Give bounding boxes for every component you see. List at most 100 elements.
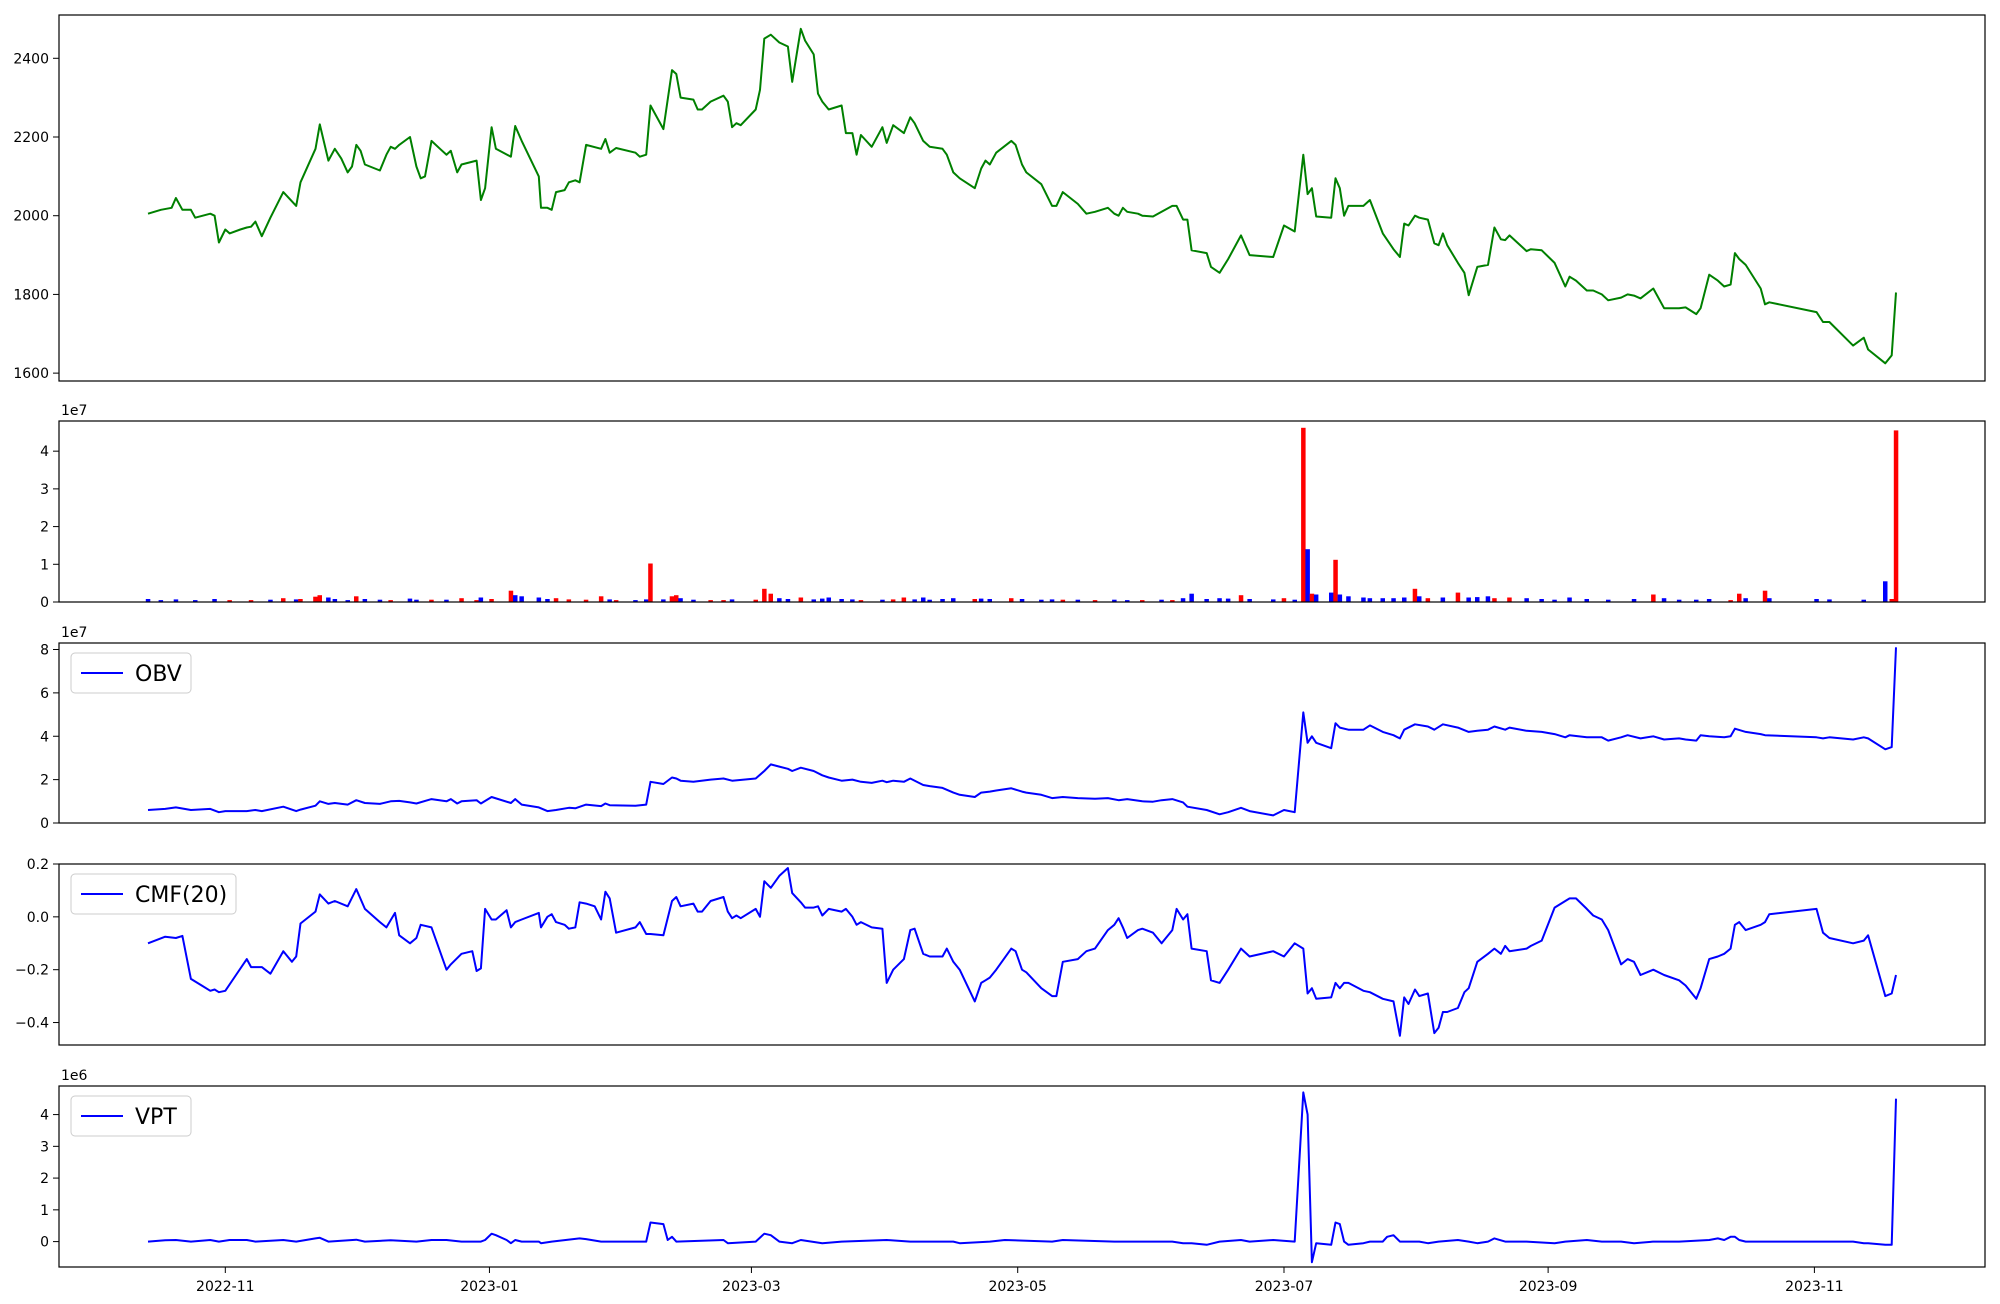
panel-frame — [58, 14, 1986, 382]
y-tick-label: 2200 — [13, 130, 49, 146]
volume-bar-76 — [1049, 599, 1055, 602]
x-tick-label: 2023-05 — [988, 1279, 1047, 1295]
volume-bar-39 — [633, 600, 638, 602]
volume-bar-81 — [1125, 600, 1130, 602]
y-tick-label: 2 — [40, 1171, 49, 1187]
volume-bar-73 — [1009, 598, 1014, 602]
series-line-obv — [147, 647, 1897, 817]
y-tick-label: 0 — [40, 816, 49, 832]
volume-bar-129 — [1706, 599, 1712, 602]
volume-bar-54 — [785, 599, 791, 602]
volume-bar-93 — [1281, 598, 1287, 602]
volume-bar-136 — [1827, 599, 1832, 602]
volume-bar-104 — [1367, 598, 1373, 602]
volume-bar-135 — [1814, 599, 1819, 602]
volume-bar-79 — [1092, 600, 1098, 602]
volume-bar-86 — [1189, 593, 1194, 602]
volume-bar-116 — [1492, 598, 1497, 602]
panel-4: 0 1 2 3 4 1e6 VPT 2022-11 2023-01 2023-03 2023-05 2… — [40, 1068, 1986, 1295]
volume-bar-109 — [1417, 596, 1422, 602]
y-tick-label: 4 — [40, 1108, 49, 1124]
volume-bar-19 — [388, 600, 393, 602]
y-tick-label: 1 — [40, 557, 49, 573]
y-tick-label: 2400 — [13, 51, 49, 67]
volume-bar-139 — [1889, 599, 1894, 602]
volume-bar-72 — [987, 599, 992, 602]
volume-bar-55 — [798, 597, 804, 602]
y-tick-label: 2 — [40, 520, 49, 536]
legend-box — [70, 652, 192, 694]
volume-bar-115 — [1485, 596, 1491, 602]
volume-bar-41 — [648, 563, 653, 602]
volume-bar-7 — [268, 599, 273, 602]
volume-bar-48 — [721, 600, 726, 602]
volume-bar-96 — [1305, 549, 1310, 602]
volume-bar-131 — [1737, 593, 1742, 602]
volume-bar-17 — [362, 599, 368, 602]
volume-bar-69 — [951, 598, 956, 602]
volume-bar-30 — [519, 596, 524, 602]
volume-bar-57 — [820, 598, 825, 602]
volume-bar-113 — [1466, 597, 1471, 602]
y-axis-multiplier: 1e7 — [61, 625, 87, 641]
volume-bar-22 — [429, 599, 434, 602]
volume-bar-97 — [1309, 593, 1315, 602]
volume-bar-128 — [1694, 599, 1699, 602]
volume-bar-102 — [1346, 596, 1351, 602]
x-tick-label: 2023-07 — [1255, 1279, 1314, 1295]
y-tick-label: 1 — [40, 1203, 49, 1219]
x-tick-label: 2023-09 — [1519, 1279, 1578, 1295]
volume-bar-138 — [1883, 581, 1888, 602]
volume-bar-130 — [1728, 600, 1733, 602]
volume-bar-62 — [880, 599, 885, 602]
y-tick-label: −0.2 — [15, 963, 49, 979]
y-axis-multiplier: 1e6 — [61, 1068, 88, 1084]
volume-bar-67 — [927, 599, 932, 602]
x-tick-label: 2023-11 — [1785, 1279, 1844, 1295]
volume-bar-101 — [1337, 594, 1343, 602]
volume-bar-118 — [1524, 598, 1529, 602]
volume-bar-114 — [1475, 597, 1480, 602]
volume-bar-49 — [729, 599, 735, 602]
x-tick-label: 2022-11 — [196, 1279, 255, 1295]
volume-bar-20 — [407, 598, 413, 602]
y-tick-label: 6 — [40, 686, 49, 702]
volume-bar-6 — [248, 600, 254, 602]
volume-bar-16 — [354, 596, 359, 602]
volume-bar-107 — [1402, 597, 1407, 602]
volume-bar-8 — [281, 598, 286, 602]
volume-bar-9 — [293, 599, 299, 602]
volume-bar-25 — [474, 600, 479, 602]
panel-3: −0.4 −0.2 0.0 0.2 CMF(20) — [15, 857, 1986, 1046]
volume-bar-46 — [691, 599, 696, 602]
y-tick-label: 1800 — [13, 287, 49, 303]
volume-bar-134 — [1767, 598, 1772, 602]
volume-bar-94 — [1292, 599, 1297, 602]
y-axis-multiplier: 1e7 — [61, 403, 87, 419]
volume-bar-103 — [1361, 597, 1366, 602]
volume-bar-105 — [1380, 598, 1385, 602]
volume-bar-42 — [661, 599, 666, 602]
volume-bar-140 — [1893, 430, 1899, 602]
volume-bar-23 — [444, 599, 449, 602]
volume-bar-36 — [598, 596, 604, 602]
volume-bar-12 — [317, 595, 322, 602]
volume-bar-45 — [678, 598, 683, 602]
volume-bar-18 — [377, 599, 383, 602]
volume-bar-137 — [1861, 599, 1866, 602]
y-tick-label: 0.2 — [27, 857, 49, 873]
volume-bar-119 — [1539, 599, 1544, 602]
legend-label: OBV — [135, 662, 182, 687]
volume-bar-91 — [1247, 599, 1252, 602]
volume-bar-21 — [414, 599, 419, 602]
panel-frame — [58, 420, 1986, 603]
volume-bar-10 — [298, 599, 303, 602]
panel-2: 0 2 4 6 8 1e7 OBV — [40, 625, 1986, 832]
legend-box — [70, 873, 237, 915]
volume-bar-84 — [1170, 600, 1175, 602]
volume-bar-71 — [978, 598, 984, 602]
volume-bar-24 — [459, 598, 464, 602]
y-tick-label: 0 — [40, 1235, 49, 1251]
y-tick-label: 4 — [40, 729, 49, 745]
series-line-cmf-20- — [147, 867, 1897, 1037]
